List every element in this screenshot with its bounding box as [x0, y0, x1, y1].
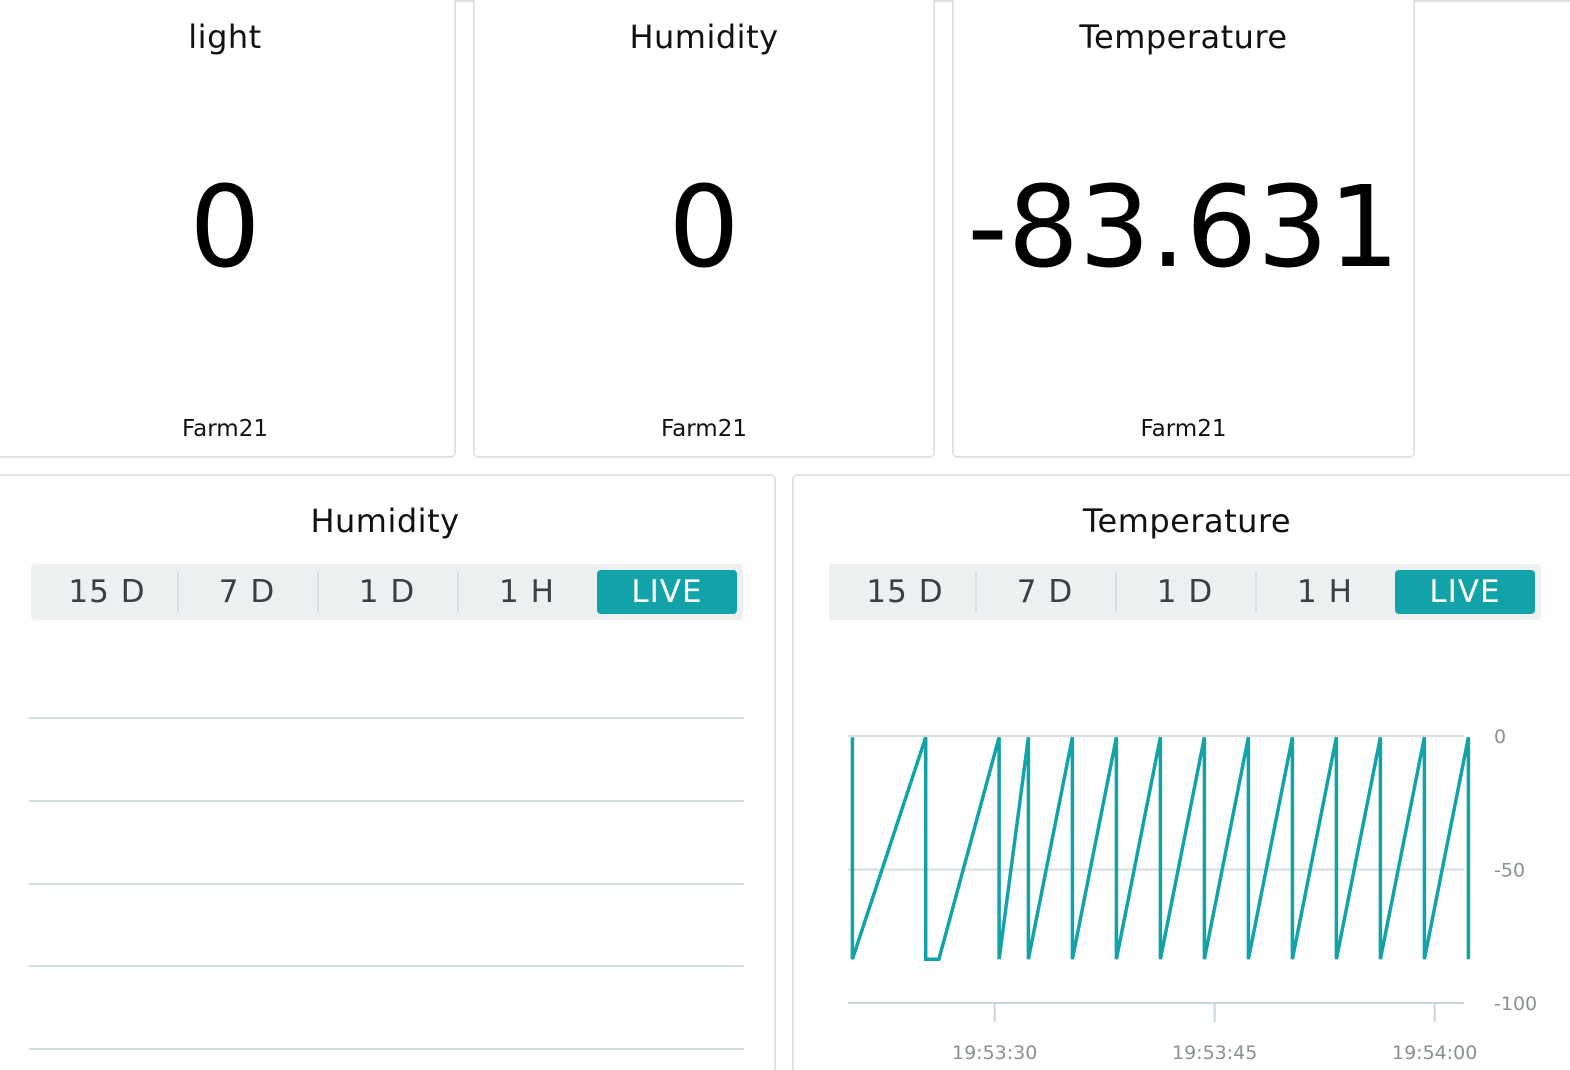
widget-title: Humidity: [629, 18, 779, 56]
range-tab-1h[interactable]: 1 H: [457, 570, 597, 614]
range-tab-15d[interactable]: 15 D: [68, 574, 146, 610]
range-tab-7d[interactable]: 7 D: [975, 570, 1115, 614]
range-tab-live[interactable]: LIVE: [597, 570, 737, 614]
widget-title: light: [188, 18, 262, 56]
y-tick-label: -100: [1494, 993, 1537, 1015]
x-tick-label: 19:53:45: [1172, 1042, 1257, 1064]
range-tab-1h[interactable]: 1 H: [1255, 570, 1395, 614]
range-tab-15d[interactable]: 15 D: [866, 574, 944, 610]
time-range-selector: 15 D 7 D 1 D 1 H LIVE: [829, 564, 1541, 620]
chart-widget-temperature[interactable]: Temperature 15 D 7 D 1 D 1 H LIVE 0 -50 -1…: [792, 474, 1570, 1070]
widget-value: 0: [189, 163, 261, 293]
device-name: Farm21: [1140, 416, 1227, 442]
value-widget-temperature[interactable]: Temperature -83.631 Farm21: [952, 0, 1415, 458]
range-tab-1d[interactable]: 1 D: [317, 570, 457, 614]
widget-value: 0: [668, 163, 740, 293]
device-name: Farm21: [661, 416, 747, 442]
x-tick-label: 19:53:30: [952, 1042, 1037, 1064]
temperature-series-line: [850, 736, 1471, 961]
chart-widget-humidity[interactable]: Humidity 15 D 7 D 1 D 1 H LIVE: [0, 474, 776, 1070]
widget-title: Temperature: [1079, 18, 1288, 56]
time-range-selector: 15 D 7 D 1 D 1 H LIVE: [31, 564, 743, 620]
x-tick-label: 19:54:00: [1392, 1042, 1477, 1064]
range-tab-7d[interactable]: 7 D: [177, 570, 317, 614]
value-widget-light[interactable]: light 0 Farm21: [0, 0, 456, 458]
value-widget-humidity[interactable]: Humidity 0 Farm21: [473, 0, 935, 458]
y-tick-label: -50: [1494, 860, 1525, 882]
device-name: Farm21: [182, 416, 268, 442]
range-tab-1d[interactable]: 1 D: [1115, 570, 1255, 614]
range-tab-live[interactable]: LIVE: [1395, 570, 1535, 614]
y-tick-label: 0: [1494, 726, 1506, 748]
chart-title: Temperature: [1082, 502, 1292, 540]
widget-value: -83.631: [967, 163, 1400, 293]
humidity-chart: [29, 717, 744, 1050]
temperature-chart: 0 -50 -100 19:53:30 19:53:45 19:54:00: [848, 726, 1537, 1064]
chart-title: Humidity: [310, 502, 460, 540]
